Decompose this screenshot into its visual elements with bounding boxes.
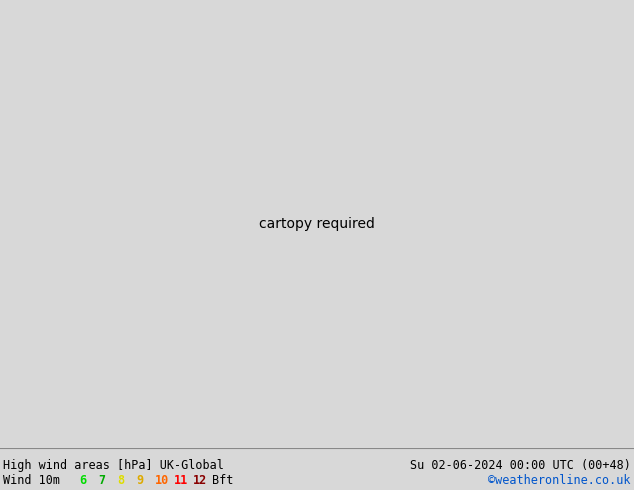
Text: 6: 6 <box>79 474 86 487</box>
Text: 8: 8 <box>117 474 124 487</box>
Text: ©weatheronline.co.uk: ©weatheronline.co.uk <box>488 474 631 487</box>
Text: 11: 11 <box>174 474 188 487</box>
Text: 7: 7 <box>98 474 105 487</box>
Text: High wind areas [hPa] UK-Global: High wind areas [hPa] UK-Global <box>3 459 224 472</box>
Text: Su 02-06-2024 00:00 UTC (00+48): Su 02-06-2024 00:00 UTC (00+48) <box>410 459 631 472</box>
Text: 12: 12 <box>193 474 207 487</box>
Text: cartopy required: cartopy required <box>259 217 375 231</box>
Text: 9: 9 <box>136 474 143 487</box>
Text: 10: 10 <box>155 474 169 487</box>
Text: Bft: Bft <box>212 474 234 487</box>
Text: Wind 10m: Wind 10m <box>3 474 60 487</box>
